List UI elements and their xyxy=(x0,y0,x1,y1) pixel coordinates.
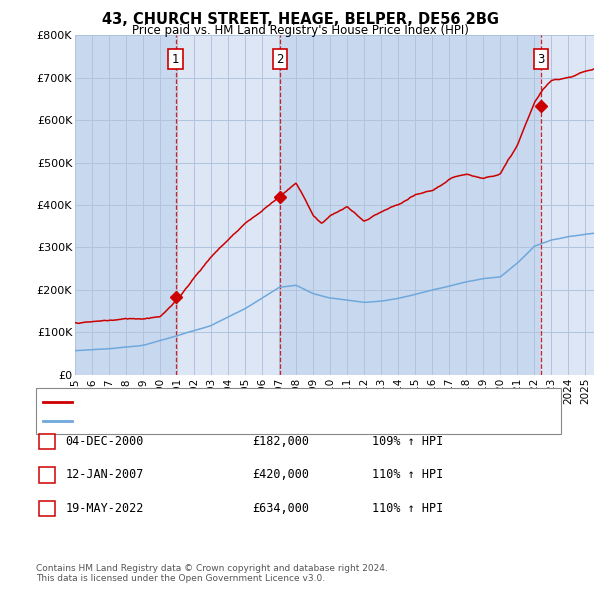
Text: 3: 3 xyxy=(537,53,545,65)
Text: 2: 2 xyxy=(43,468,51,481)
Text: 04-DEC-2000: 04-DEC-2000 xyxy=(65,435,144,448)
Text: 109% ↑ HPI: 109% ↑ HPI xyxy=(372,435,443,448)
Text: 1: 1 xyxy=(43,435,51,448)
Text: 2: 2 xyxy=(276,53,284,65)
Bar xyxy=(75,35,176,375)
Text: 110% ↑ HPI: 110% ↑ HPI xyxy=(372,468,443,481)
Text: HPI: Average price, detached house, Amber Valley: HPI: Average price, detached house, Ambe… xyxy=(77,416,339,426)
Bar xyxy=(176,35,280,375)
Text: £182,000: £182,000 xyxy=(252,435,309,448)
Text: 12-JAN-2007: 12-JAN-2007 xyxy=(65,468,144,481)
Bar xyxy=(280,35,541,375)
Text: 110% ↑ HPI: 110% ↑ HPI xyxy=(372,502,443,515)
Text: £634,000: £634,000 xyxy=(252,502,309,515)
Text: 19-MAY-2022: 19-MAY-2022 xyxy=(65,502,144,515)
Text: 43, CHURCH STREET, HEAGE, BELPER, DE56 2BG (detached house): 43, CHURCH STREET, HEAGE, BELPER, DE56 2… xyxy=(77,397,426,407)
Text: 1: 1 xyxy=(172,53,179,65)
Text: £420,000: £420,000 xyxy=(252,468,309,481)
Text: Price paid vs. HM Land Registry's House Price Index (HPI): Price paid vs. HM Land Registry's House … xyxy=(131,24,469,37)
Text: 43, CHURCH STREET, HEAGE, BELPER, DE56 2BG: 43, CHURCH STREET, HEAGE, BELPER, DE56 2… xyxy=(101,12,499,27)
Text: Contains HM Land Registry data © Crown copyright and database right 2024.
This d: Contains HM Land Registry data © Crown c… xyxy=(36,563,388,583)
Bar xyxy=(541,35,594,375)
Text: 3: 3 xyxy=(43,502,51,515)
